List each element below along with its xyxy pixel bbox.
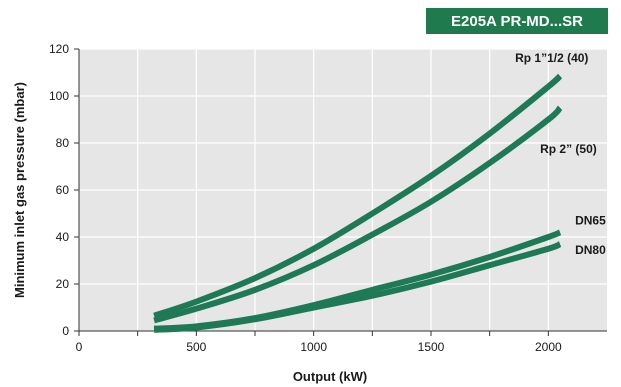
series-line-1 — [153, 73, 563, 319]
y-tick-label: 120 — [49, 42, 69, 56]
x-tick-label: 500 — [186, 340, 206, 354]
y-tick-label: 60 — [56, 183, 70, 197]
series-label-4: DN80 — [575, 243, 606, 257]
series-label-1: Rp 1”1/2 (40) — [515, 51, 588, 65]
x-tick-label: 1000 — [300, 340, 327, 354]
y-tick-label: 0 — [62, 324, 69, 338]
series-labels: Rp 1”1/2 (40) Rp 2” (50) DN65 DN80 — [515, 51, 606, 257]
title-badge-text: E205A PR-MD...SR — [451, 13, 583, 30]
y-tick-label: 80 — [56, 136, 70, 150]
x-axis-title: Output (kW) — [293, 369, 367, 384]
y-axis-title: Minimum inlet gas pressure (mbar) — [12, 82, 27, 298]
series-label-3: DN65 — [575, 213, 606, 227]
series-label-2: Rp 2” (50) — [540, 142, 597, 156]
y-tick-label: 20 — [56, 277, 70, 291]
title-badge — [426, 8, 608, 34]
series-line-4 — [153, 241, 562, 333]
tick-labels: 0 500 1000 1500 2000 0 20 40 60 80 100 120 — [49, 42, 562, 354]
x-tick-label: 2000 — [535, 340, 562, 354]
series-line-2 — [153, 105, 563, 324]
grid-lines — [79, 48, 607, 331]
x-tick-label: 1500 — [418, 340, 445, 354]
y-tick-label: 40 — [56, 230, 70, 244]
series-lines — [153, 73, 563, 333]
x-tick-label: 0 — [76, 340, 83, 354]
y-tick-label: 100 — [49, 89, 69, 103]
